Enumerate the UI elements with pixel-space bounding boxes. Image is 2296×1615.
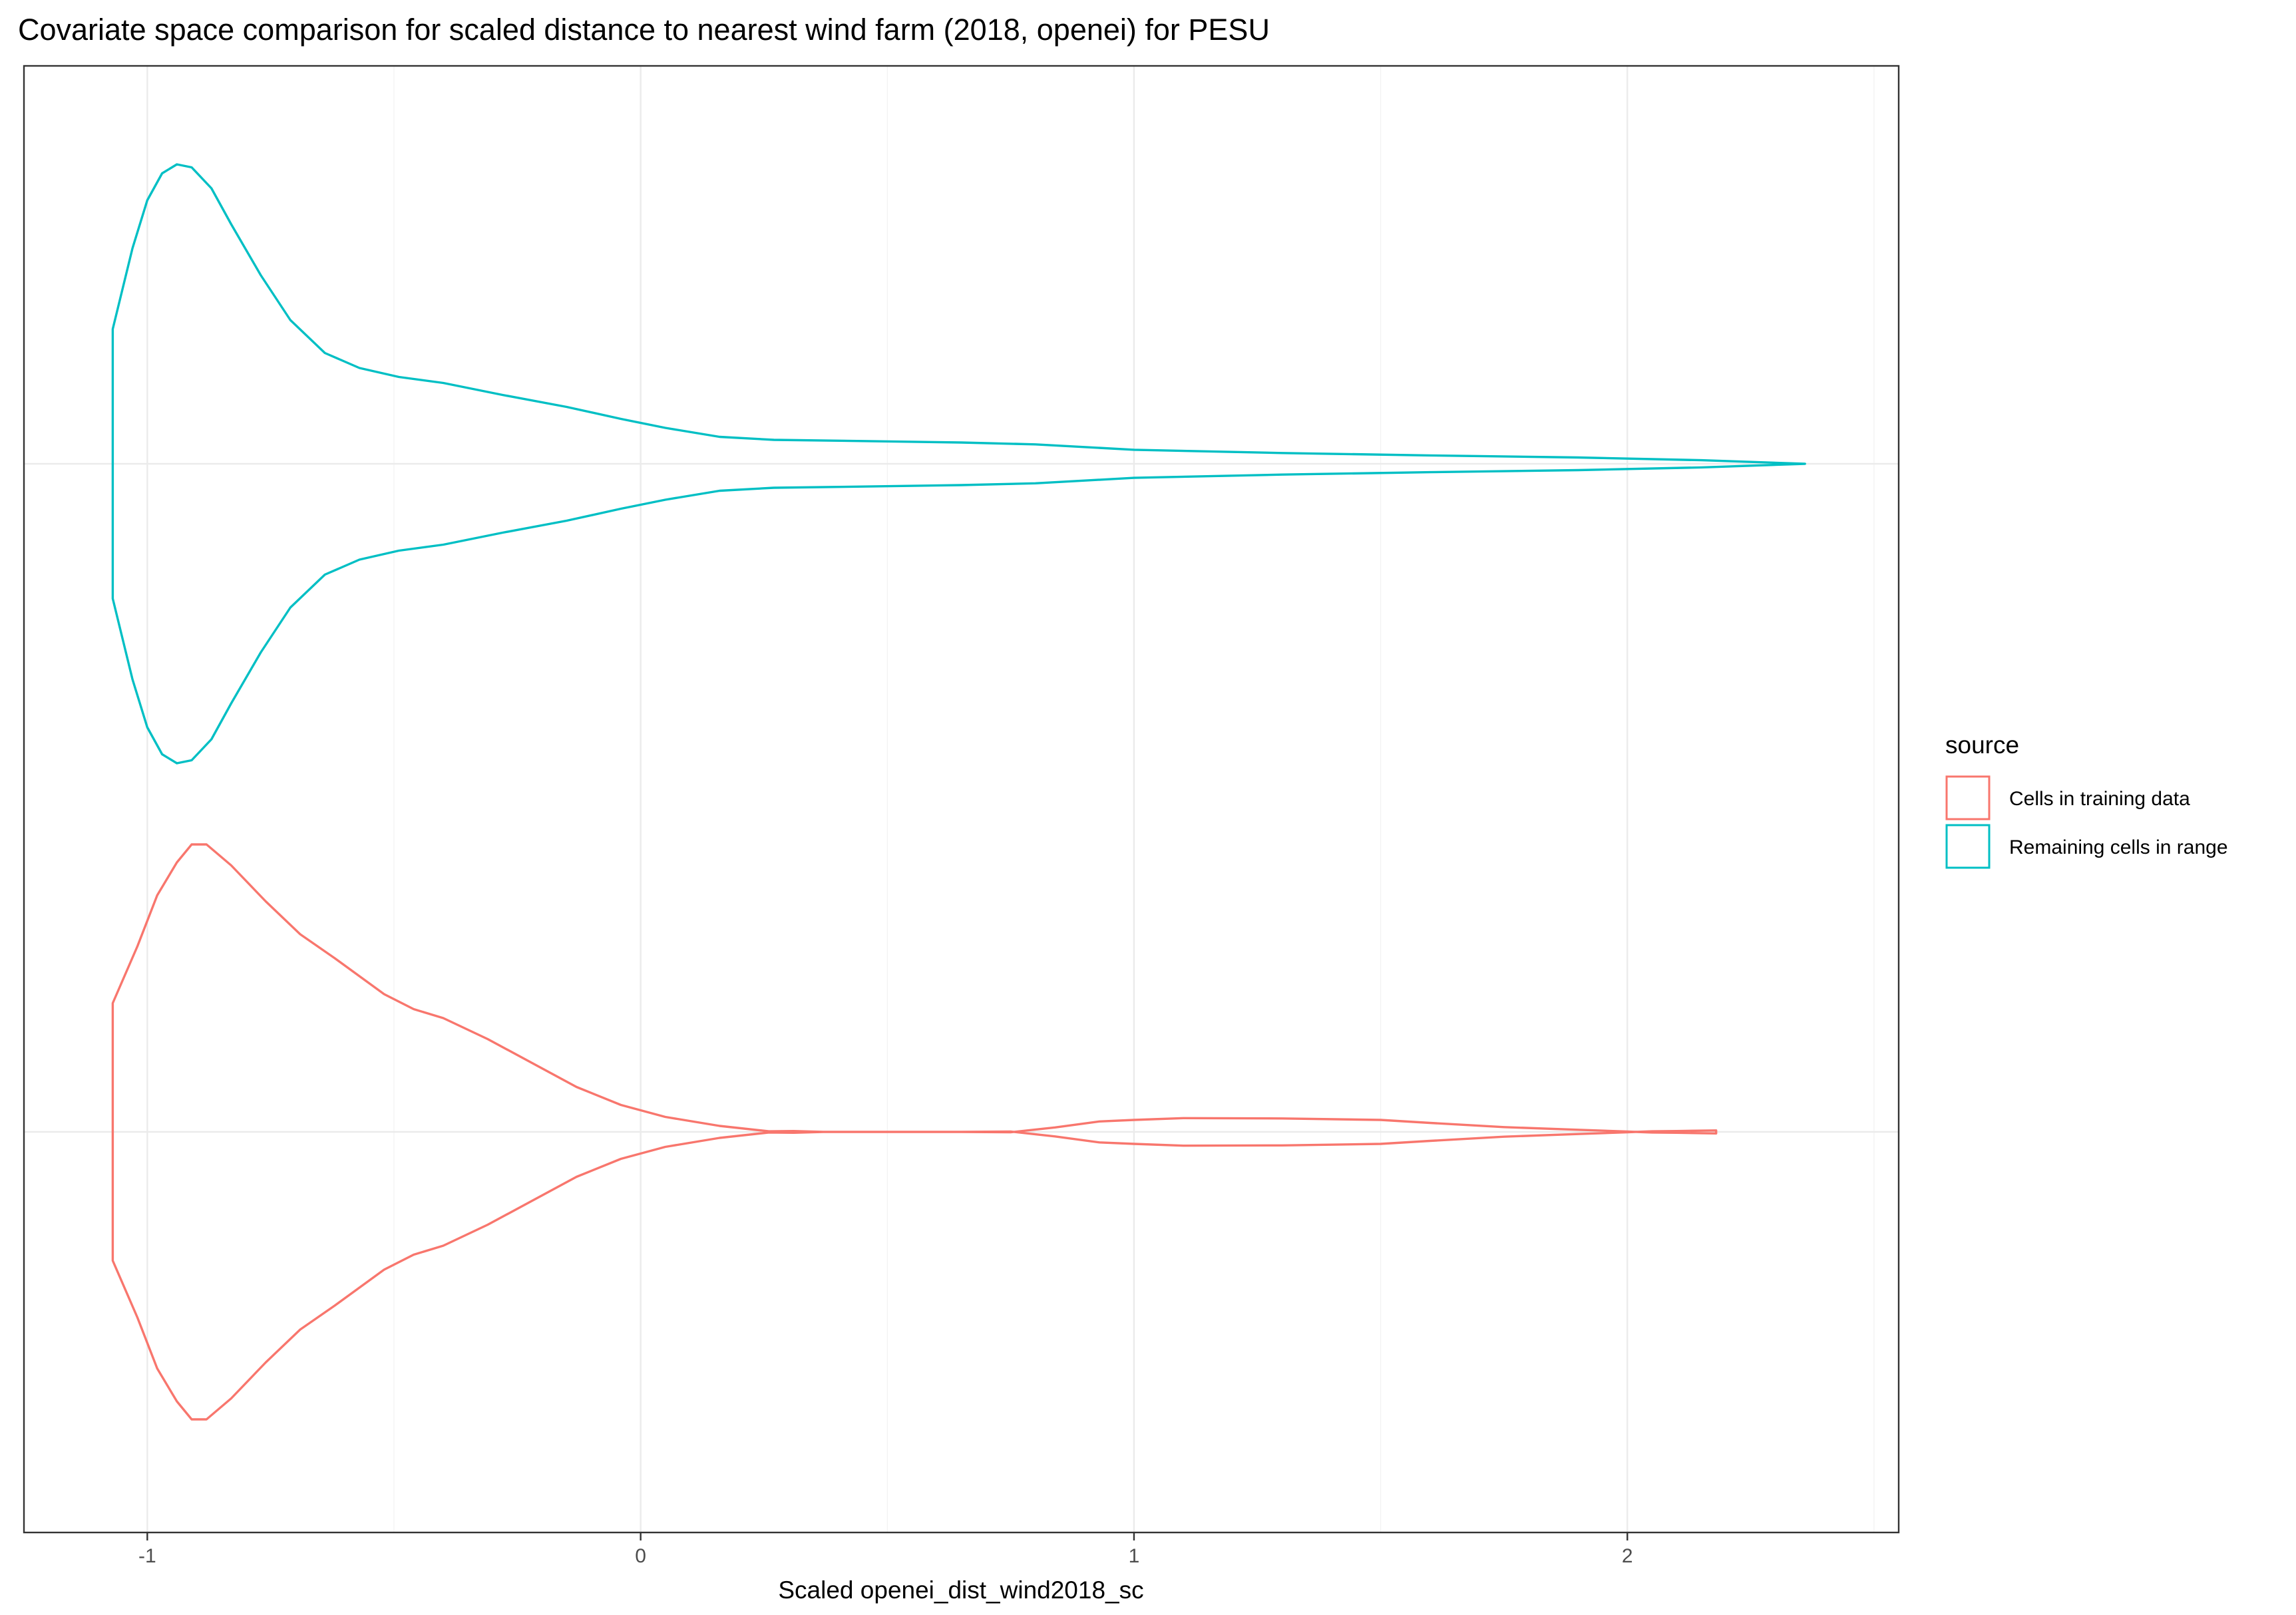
plot-panel xyxy=(23,65,1900,1534)
x-tick-label: 2 xyxy=(1622,1545,1633,1567)
legend-label: Cells in training data xyxy=(2009,788,2190,810)
x-axis-title: Scaled openei_dist_wind2018_sc xyxy=(778,1576,1143,1604)
panel-background xyxy=(24,66,1899,1532)
x-axis: -1 0 1 2 xyxy=(138,1532,1633,1567)
grid-lines xyxy=(24,66,1899,1532)
legend: source Cells in training data Remaining c… xyxy=(1945,731,2228,869)
violins xyxy=(111,163,1806,1421)
x-tick-label: 1 xyxy=(1129,1545,1140,1567)
violin-remaining-cells-in-range xyxy=(111,163,1806,765)
x-tick-label: 0 xyxy=(635,1545,646,1567)
violin-cells-in-training-data xyxy=(111,843,1718,1421)
legend-title: source xyxy=(1945,731,2019,759)
legend-key xyxy=(1945,775,1991,820)
panel-border xyxy=(23,65,1900,1534)
legend-key xyxy=(1945,824,1991,869)
legend-keys: Cells in training data Remaining cells in… xyxy=(1945,775,2228,869)
legend-label: Remaining cells in range xyxy=(2009,836,2228,858)
chart-title: Covariate space comparison for scaled di… xyxy=(18,13,1270,47)
x-tick-label: -1 xyxy=(138,1545,156,1567)
